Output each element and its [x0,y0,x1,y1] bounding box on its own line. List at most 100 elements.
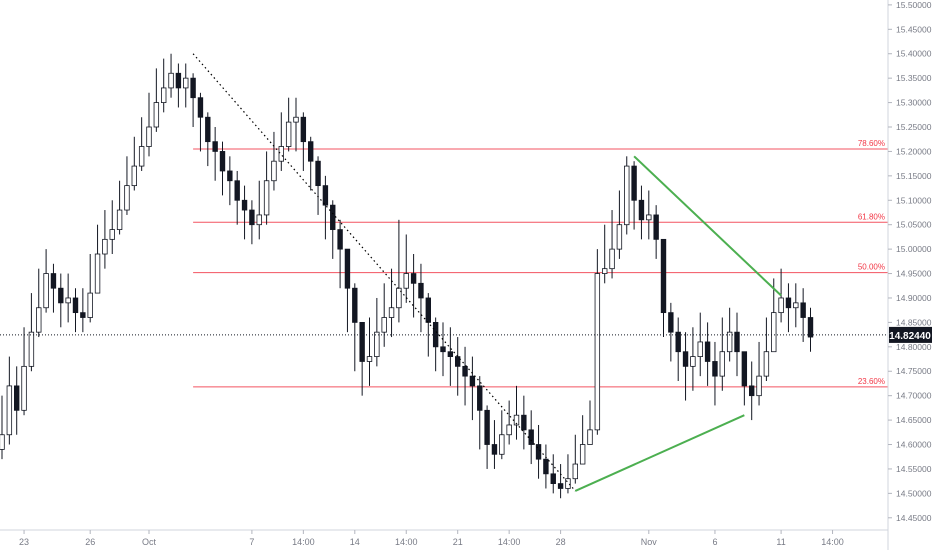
price-tick-label: 14.75000 [896,366,932,376]
candle-bull [579,444,586,465]
candle-bear [704,341,711,362]
candle-bull [587,429,593,445]
candle-bull [146,126,152,147]
trendlines [192,53,782,492]
candle-bear [807,317,814,338]
price-tick-label: 15.50000 [896,0,932,10]
candle-bear [227,170,233,182]
candle-bull [263,180,270,216]
candle-bear [322,185,329,206]
price-tick-label: 15.45000 [896,24,932,34]
price-tick-label: 14.80000 [896,342,932,352]
candle-bear [528,429,534,445]
candle-bear [410,273,417,284]
candle-bear [205,116,211,143]
candle-bear [307,141,314,162]
time-tick-label: 14:00 [821,537,844,547]
candle-bear [800,302,806,318]
price-tick-label: 15.00000 [896,244,932,254]
candle-bull [116,209,123,230]
price-tick-label: 14.95000 [896,269,932,279]
candle-bull [278,146,284,162]
candle-bull [293,116,299,123]
candle-bear [418,282,424,299]
candle-bear [491,444,498,455]
candle-bear [190,77,196,99]
candle-bull [565,478,571,489]
fib-level-label: 50.00% [858,263,885,272]
candle-bear [241,199,248,211]
candle-bear [212,141,218,152]
candle-bear [13,385,20,411]
candle-bull [183,77,189,89]
candle-bear [668,312,674,333]
candle-bear [682,351,689,367]
candle-bull [124,185,130,211]
candle-bear [197,97,204,118]
candle-bull [109,229,115,240]
price-tick-label: 14.45000 [896,513,932,523]
candle-bear [72,297,79,314]
candle-bull [726,331,733,353]
price-tick-label: 14.55000 [896,464,932,474]
candle-bear [315,160,321,187]
green-trendline [633,155,782,297]
candle-bear [80,312,86,318]
candle-bear [359,321,365,362]
price-tick-label: 14.85000 [896,317,932,327]
time-tick-label: 14:00 [292,537,315,547]
candle-bull [697,341,703,357]
candle-bull [94,253,101,294]
last-price-tag: 14.82440 [889,326,932,343]
candle-bull [778,297,784,314]
candle-bear [440,346,446,353]
candle-bull [381,317,387,333]
price-tick-label: 15.40000 [896,49,932,59]
candle-bull [87,292,93,318]
candle-bull [719,351,725,377]
price-axis[interactable]: 15.50000 15.45000 15.40000 15.35000 15.30000… [888,0,932,523]
candle-bull [131,165,137,187]
candle-bear [330,204,336,230]
candle-bear [785,297,792,309]
candle-bear [234,180,240,201]
candle-bull [160,87,167,103]
time-tick-label: Nov [641,537,658,547]
price-tick-label: 15.30000 [896,98,932,108]
candle-bear [50,273,57,289]
fib-level-label: 61.80% [858,212,885,221]
candle-bull [6,385,13,436]
price-tick-label: 15.10000 [896,195,932,205]
candle-bull [763,351,770,377]
candle-bull [138,146,145,167]
price-tick-label: 14.65000 [896,415,932,425]
candle-bull [646,214,652,221]
candle-bull [403,273,409,289]
candle-bull [624,165,630,226]
candle-bear [175,72,182,89]
candle-bull [366,356,373,362]
candle-bear [454,356,461,367]
last-price-tag-bg [889,326,932,343]
candle-bull [65,297,71,304]
candle-bear [344,248,351,289]
candle-bull [396,287,402,309]
time-axis[interactable]: 23 26 Oct 7 14:00 14 14:00 21 14:00 28 Nov 6 11 14:00 [19,530,844,547]
candle-bear [734,331,740,353]
price-tick-label: 15.25000 [896,122,932,132]
time-tick-label: 6 [712,537,717,547]
price-tick-label: 15.15000 [896,171,932,181]
price-tick-label: 14.90000 [896,293,932,303]
price-tick-label: 14.50000 [896,488,932,498]
candle-bear [521,414,527,431]
candle-bear [557,483,564,489]
time-tick-label: Oct [142,537,157,547]
candles [0,53,814,499]
candle-bear [653,214,659,240]
time-tick-label: 14:00 [498,537,521,547]
candle-bear [741,351,748,387]
candle-bull [506,424,512,436]
candle-bear [300,116,307,143]
